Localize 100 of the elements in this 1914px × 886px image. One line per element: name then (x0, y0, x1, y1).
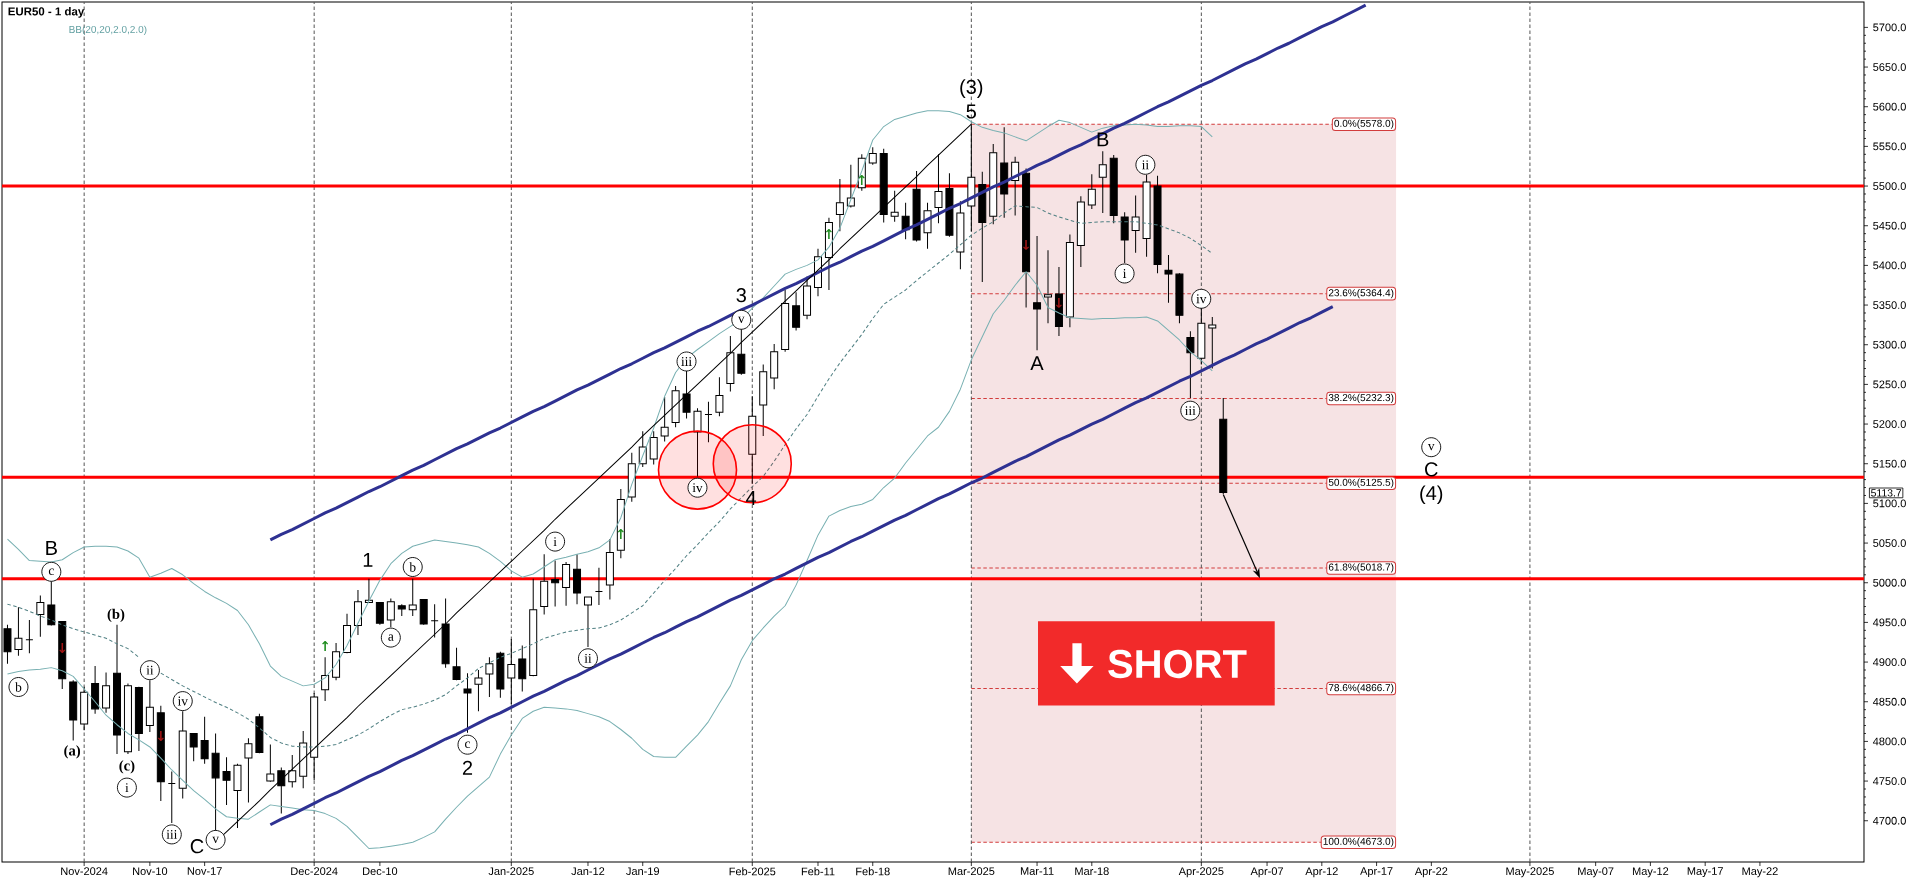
candlestick (649, 430, 658, 466)
candlestick (693, 407, 702, 477)
candlestick (288, 754, 297, 788)
candlestick (835, 178, 844, 232)
candlestick (452, 647, 461, 681)
candlestick (551, 560, 560, 608)
candlestick (463, 672, 472, 734)
x-tick-label: Apr-22 (1414, 867, 1448, 878)
candlestick (562, 561, 571, 607)
candlestick (792, 291, 801, 331)
annotation: i (1123, 269, 1127, 278)
x-tick-label: May-22 (1742, 867, 1778, 878)
annotation: 5 (966, 104, 976, 119)
candlestick (25, 619, 34, 654)
annotation: A (1030, 356, 1044, 370)
candlestick (1044, 249, 1052, 324)
x-tick-label: Apr-07 (1250, 867, 1284, 878)
candlestick (474, 669, 483, 712)
y-tick-label: 5400.0 (1873, 261, 1906, 270)
candlestick (1098, 150, 1107, 214)
annotation: ↓ (1023, 240, 1030, 250)
text: 5113.7 (1871, 489, 1902, 497)
candlestick (1164, 254, 1173, 304)
x-tick-label: May-17 (1687, 867, 1723, 878)
ref-line-label: 50.0%(5125.5) (1328, 478, 1394, 488)
x-tick-label: Jan-12 (571, 867, 605, 876)
annotation: ↓ (1055, 298, 1062, 308)
x-tick-label: Mar-18 (1075, 867, 1109, 876)
x-tick-label: Jan-2025 (488, 867, 534, 876)
y-tick-label: 5250.0 (1873, 380, 1906, 389)
x-tick-label: Mar-2025 (948, 867, 995, 876)
annotation: (c) (119, 760, 135, 774)
candlestick (375, 602, 384, 626)
annotation: (3) (960, 79, 983, 98)
annotation: ↓ (157, 731, 164, 741)
candlestick (1208, 316, 1217, 370)
candlestick (485, 656, 494, 698)
y-tick-label: 5700.0 (1873, 23, 1906, 32)
annotation: ↑ (825, 229, 832, 239)
candlestick (244, 737, 253, 803)
x-tick-label: May-07 (1578, 867, 1614, 878)
y-tick-label: 5350.0 (1873, 301, 1906, 309)
annotation: v (737, 316, 745, 323)
y-tick-label: 5050.0 (1873, 539, 1906, 547)
candlestick (901, 202, 910, 240)
annotation: 2 (462, 760, 473, 775)
candlestick (353, 589, 362, 636)
x-tick-label: Apr-12 (1305, 867, 1338, 878)
x-tick-label: Mar-11 (1020, 867, 1054, 875)
point (712, 423, 793, 504)
annotation: ↑ (617, 529, 624, 539)
x-tick-label: Nov-10 (133, 867, 168, 876)
annotation: (b) (107, 608, 125, 623)
x-tick-label: Dec-10 (363, 867, 398, 876)
candlestick (715, 376, 724, 417)
y-tick-label: 5600.0 (1873, 102, 1906, 111)
annotation: v (1427, 444, 1435, 451)
y-tick-label: 4800.0 (1872, 737, 1906, 746)
annotation: SHORT (1108, 649, 1247, 679)
annotation: (4) (1420, 485, 1443, 505)
y-tick-label: 5650.0 (1873, 63, 1906, 71)
y-tick-label: 5550.0 (1873, 142, 1906, 151)
annotation: a (388, 634, 394, 641)
y-tick-label: 5300.0 (1873, 340, 1906, 349)
x-tick-label: Apr-2025 (1178, 867, 1224, 878)
candlestick (660, 396, 669, 443)
annotation: iv (1196, 294, 1207, 304)
candlestick (518, 644, 527, 692)
annotation: b (15, 682, 22, 692)
y-tick-label: 4700.0 (1872, 816, 1906, 825)
y-tick-label: 4750.0 (1872, 777, 1906, 785)
candlestick (189, 732, 198, 762)
annotation: B (46, 541, 57, 555)
annotation: c (48, 568, 54, 575)
x-tick-label: Jan-19 (626, 867, 660, 876)
candlestick (408, 578, 417, 617)
candlestick (1033, 235, 1042, 351)
y-tick-label: 5000.0 (1873, 578, 1906, 587)
annotation: ii (1141, 160, 1149, 170)
annotation: iii (681, 357, 692, 366)
x-tick-label: Dec-2024 (291, 867, 338, 876)
candlestick (14, 606, 23, 657)
annotation: ii (584, 653, 592, 663)
annotation: iii (166, 829, 178, 839)
x-tick-label: May-2025 (1506, 867, 1554, 878)
candlestick (1087, 173, 1096, 210)
ref-line-label: 100.0%(4673.0) (1323, 837, 1394, 847)
candlestick (102, 671, 111, 714)
annotation: c (465, 741, 471, 748)
annotation: ↓ (59, 643, 66, 653)
candlestick (266, 744, 275, 783)
annotation: (a) (64, 745, 81, 759)
candlestick (321, 656, 330, 702)
annotation: i (125, 783, 129, 793)
annotation: iv (177, 696, 188, 706)
candlestick (1186, 330, 1195, 399)
candlestick (1131, 195, 1140, 254)
y-tick-label: 5500.0 (1873, 182, 1906, 190)
annotation: 1 (363, 553, 373, 567)
annotation: 3 (736, 288, 746, 303)
